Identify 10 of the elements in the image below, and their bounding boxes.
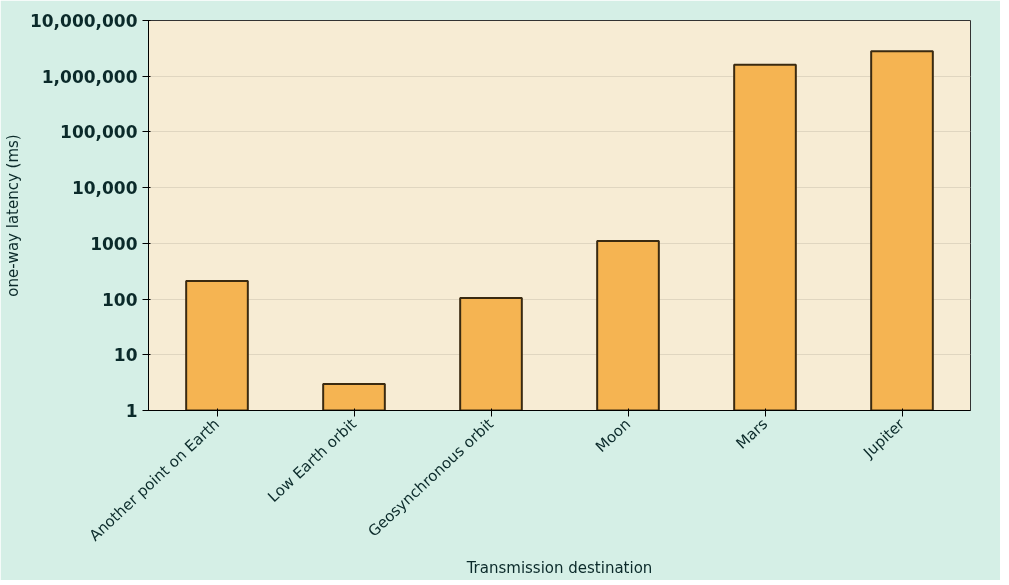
y-tick-label: 100	[102, 289, 138, 310]
x-axis-title: Transmission destination	[465, 559, 653, 578]
y-tick-label: 1,000,000	[41, 66, 138, 87]
y-tick-label: 10	[113, 345, 138, 366]
y-tick-label: 1000	[90, 233, 138, 254]
y-tick-label: 10,000,000	[29, 11, 138, 31]
y-tick-label: 10,000	[71, 178, 138, 199]
y-tick-label: 100,000	[60, 122, 138, 143]
y-tick-label: 1	[125, 401, 138, 421]
y-axis-title: one-way latency (ms)	[3, 134, 22, 297]
